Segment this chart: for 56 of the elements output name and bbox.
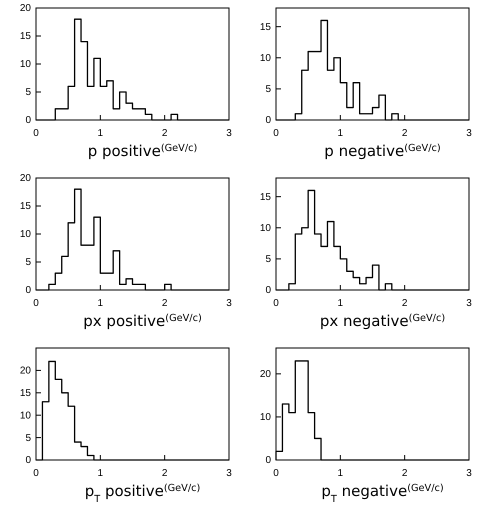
x-tick-label: 3: [226, 128, 232, 139]
x-axis-title: p positive$^{(GeV/c)}$: [88, 142, 198, 160]
x-tick-label: 0: [273, 298, 280, 309]
y-tick-label: 10: [260, 222, 272, 234]
y-tick-label: 0: [25, 285, 32, 296]
x-tick-label: 0: [273, 128, 280, 139]
y-tick-label: 15: [20, 31, 32, 42]
y-tick-label: 5: [25, 432, 32, 444]
y-tick-label: 20: [20, 366, 32, 377]
x-axis-title: px positive$^{(GeV/c)}$: [83, 312, 202, 330]
y-tick-label: 15: [260, 192, 272, 203]
y-tick-label: 10: [260, 52, 272, 64]
x-axis-title: p negative$^{(GeV/c)}$: [324, 142, 441, 160]
x-tick-label: 2: [402, 468, 408, 479]
x-tick-label: 2: [162, 128, 168, 139]
y-tick-label: 20: [260, 369, 272, 380]
y-tick-label: 0: [25, 115, 32, 126]
x-tick-label: 2: [402, 128, 408, 139]
x-axis-title: p$_{T}$ negative$^{(GeV/c)}$: [321, 482, 444, 504]
x-tick-label: 0: [33, 128, 40, 139]
x-tick-label: 3: [466, 298, 472, 309]
x-axis-title: px negative$^{(GeV/c)}$: [320, 312, 446, 330]
y-tick-label: 5: [25, 87, 32, 98]
x-tick-label: 1: [98, 128, 104, 139]
y-tick-label: 5: [25, 257, 32, 268]
x-tick-label: 2: [162, 468, 168, 479]
y-tick-label: 5: [265, 84, 272, 96]
x-tick-label: 3: [466, 128, 472, 139]
y-tick-label: 15: [260, 22, 272, 33]
x-tick-label: 0: [273, 468, 280, 479]
y-tick-label: 10: [20, 410, 32, 422]
x-tick-label: 3: [226, 468, 232, 479]
x-tick-label: 1: [338, 298, 344, 309]
y-tick-label: 10: [20, 229, 32, 240]
y-tick-label: 0: [265, 455, 272, 466]
y-tick-label: 10: [260, 412, 272, 424]
x-tick-label: 3: [226, 298, 232, 309]
x-tick-label: 2: [162, 298, 168, 309]
x-tick-label: 0: [33, 298, 40, 309]
x-tick-label: 0: [33, 468, 40, 479]
x-tick-label: 3: [466, 468, 472, 479]
y-tick-label: 5: [265, 254, 272, 266]
y-tick-label: 0: [265, 115, 272, 126]
y-tick-label: 15: [20, 201, 32, 212]
x-axis-title: p$_{T}$ positive$^{(GeV/c)}$: [84, 482, 200, 504]
x-tick-label: 1: [98, 298, 104, 309]
y-tick-label: 20: [20, 173, 32, 184]
x-tick-label: 1: [338, 128, 344, 139]
x-tick-label: 1: [98, 468, 104, 479]
y-tick-label: 10: [20, 59, 32, 70]
x-tick-label: 1: [338, 468, 344, 479]
x-tick-label: 2: [402, 298, 408, 309]
y-tick-label: 15: [20, 388, 32, 399]
y-tick-label: 0: [25, 455, 32, 466]
y-tick-label: 0: [265, 285, 272, 296]
y-tick-label: 20: [20, 3, 32, 14]
